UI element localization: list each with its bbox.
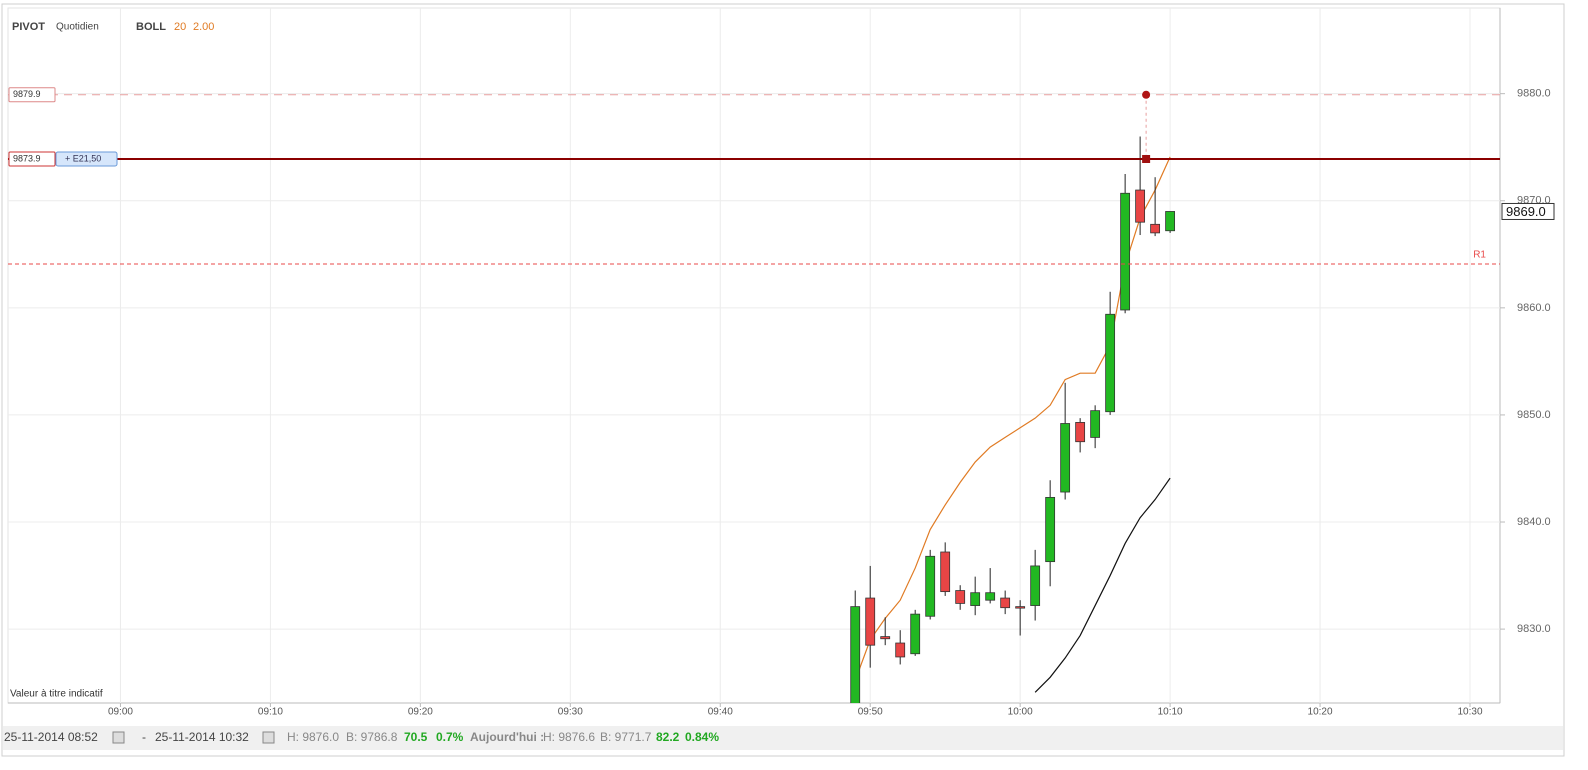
band-line: [1034, 477, 1171, 693]
marks: [850, 136, 1176, 703]
level-box: [8, 151, 56, 167]
pivot-label: PIVOT: [12, 21, 45, 33]
x-tick-label: 09:00: [108, 707, 133, 718]
x-tick-label: 10:30: [1457, 707, 1482, 718]
today-high: H: 9876.6: [543, 730, 595, 744]
candle-body: [865, 597, 876, 646]
today-change: 82.2: [656, 730, 680, 744]
today-label: Aujourd'hui :: [470, 730, 544, 744]
candle-body: [1165, 211, 1176, 232]
candle-body: [1150, 223, 1161, 234]
candle-body: [955, 590, 966, 604]
boll-deviation: 2.00: [193, 21, 214, 33]
order-target: [1142, 90, 1151, 99]
x-tick-label: 09:50: [858, 707, 883, 718]
candle-body: [940, 551, 951, 593]
y-tick-label: 9840.0: [1517, 516, 1551, 528]
date-from[interactable]: 25-11-2014 08:52: [4, 730, 98, 744]
x-tick-label: 09:10: [258, 707, 283, 718]
date-sep: -: [142, 730, 146, 744]
candle-body: [1075, 422, 1086, 443]
calendar-icon[interactable]: [262, 731, 275, 744]
x-tick-label: 10:00: [1008, 707, 1033, 718]
change: 70.5: [404, 730, 428, 744]
candle-body: [850, 606, 861, 703]
last-price-box: [1501, 202, 1555, 220]
today-low: B: 9771.7: [600, 730, 652, 744]
calendar-icon[interactable]: [112, 731, 125, 744]
candle-body: [1045, 496, 1056, 563]
candle-body: [970, 592, 981, 606]
order-entry: [1142, 154, 1151, 163]
candle-body: [895, 642, 906, 658]
candle-body: [925, 555, 936, 617]
last-price-label: 9869.0: [1506, 204, 1546, 219]
x-tick-label: 09:20: [408, 707, 433, 718]
candle-body: [985, 592, 996, 601]
candle-body: [910, 613, 921, 655]
level-value: 9879.9: [13, 89, 41, 99]
note: Valeur à titre indicatif: [10, 689, 103, 700]
y-tick-label: 9860.0: [1517, 302, 1551, 314]
boll-label: BOLL: [136, 21, 166, 33]
today-change-pct: 0.84%: [685, 730, 719, 744]
boll-length: 20: [174, 21, 186, 33]
status-texts: 25-11-2014 08:52 - 25-11-2014 10:32 H: 9…: [4, 730, 719, 744]
x-tick-label: 09:40: [708, 707, 733, 718]
candle-body: [880, 636, 891, 640]
level-label: R1: [1473, 250, 1486, 261]
candle-body: [1060, 423, 1071, 493]
date-to[interactable]: 25-11-2014 10:32: [155, 730, 249, 744]
pivot-period: Quotidien: [56, 22, 99, 33]
candle-body: [1105, 313, 1116, 413]
plot-area: [7, 7, 1501, 704]
change-pct: 0.7%: [436, 730, 464, 744]
candle-body: [1015, 606, 1026, 609]
overlay: 9879.9 9873.9 + E21,50 R1 9869.0: [8, 87, 1555, 265]
low: B: 9786.8: [346, 730, 398, 744]
candle-body: [1090, 410, 1101, 438]
order-tag-label: + E21,50: [65, 153, 101, 163]
candle-body: [1000, 597, 1011, 609]
level-value: 9873.9: [13, 153, 41, 163]
band-line: [854, 156, 1171, 681]
x-tick-label: 10:10: [1158, 707, 1183, 718]
x-tick-label: 09:30: [558, 707, 583, 718]
y-tick-label: 9830.0: [1517, 623, 1551, 635]
candle-body: [1135, 189, 1146, 223]
level-box: [8, 87, 56, 103]
candle-body: [1120, 192, 1131, 311]
x-tick-label: 10:20: [1308, 707, 1333, 718]
order-tag: [55, 151, 118, 167]
y-tick-label: 9880.0: [1517, 88, 1551, 100]
high: H: 9876.0: [287, 730, 339, 744]
y-tick-label: 9850.0: [1517, 409, 1551, 421]
candle-body: [1030, 565, 1041, 606]
grid: 9830.09840.09850.09860.09870.09880.009:0…: [8, 8, 1551, 718]
